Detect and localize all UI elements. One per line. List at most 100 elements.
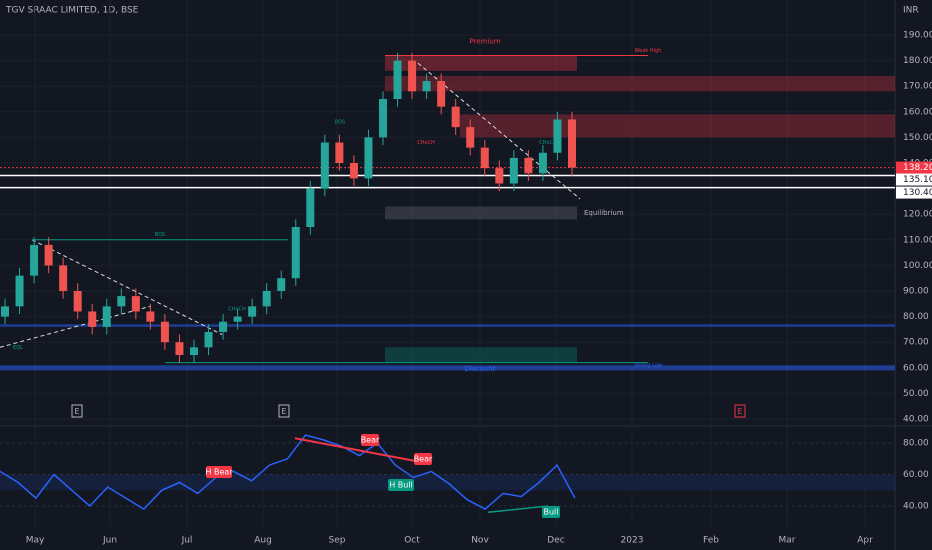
candle-body — [15, 275, 24, 307]
candle-body — [73, 291, 82, 312]
x-tick-label: Nov — [471, 536, 489, 546]
annotation: CHoCH — [539, 140, 557, 146]
candle-body — [204, 331, 213, 348]
trendline — [0, 305, 151, 348]
candle-body — [291, 227, 300, 279]
x-tick-label: Sep — [329, 536, 346, 546]
y-tick-label: 100.00 — [903, 261, 932, 271]
annotation: BOS — [155, 232, 165, 238]
candle-body — [553, 119, 562, 153]
candle-body — [393, 60, 402, 99]
candle-body — [422, 81, 431, 92]
y-tick-label: 40.00 — [903, 415, 929, 425]
y-tick-label: 60.00 — [903, 363, 929, 373]
y-tick-label: 80.00 — [903, 312, 929, 322]
candle-body — [364, 137, 373, 179]
candle-body — [146, 311, 155, 322]
candle-body — [44, 244, 53, 266]
price-tag-label: 138.20 — [903, 163, 932, 173]
candle-body — [320, 142, 329, 189]
candle-body — [160, 321, 169, 343]
zone — [460, 114, 895, 138]
candle-body — [379, 99, 387, 138]
chart-title: TGV SRAAC LIMITED, 1D, BSE — [5, 6, 139, 16]
y-tick-label: 90.00 — [903, 287, 929, 297]
zone — [385, 206, 577, 220]
candle-body — [59, 265, 68, 291]
price-tag — [896, 161, 932, 174]
candle-body — [306, 188, 315, 227]
signal-box — [414, 453, 432, 465]
signal-label: Bear — [361, 436, 380, 445]
annotation: Weak High — [635, 48, 662, 54]
candle-body — [408, 60, 417, 92]
price-tag — [896, 173, 932, 186]
divergence — [294, 437, 421, 463]
currency: INR — [903, 6, 919, 16]
candle-body — [131, 296, 140, 312]
candle-body — [175, 342, 184, 355]
candle-body — [88, 311, 97, 327]
candle-body — [219, 321, 228, 332]
signal-box — [206, 466, 232, 478]
candle-body — [451, 106, 460, 128]
x-tick-label: Mar — [779, 536, 796, 546]
earnings-marker: E — [74, 407, 79, 416]
candle-body — [102, 306, 111, 327]
candle-body — [495, 168, 504, 184]
zone — [385, 75, 895, 92]
x-tick-label: 2023 — [621, 536, 644, 546]
annotation: CHoCH — [417, 140, 435, 146]
y-tick-label: 180.00 — [903, 56, 932, 66]
candle-body — [524, 157, 533, 174]
x-tick-label: Oct — [404, 536, 420, 546]
signal-label: H Bull — [389, 481, 413, 490]
candle-body — [349, 163, 358, 179]
y-tick-label: 190.00 — [903, 31, 932, 41]
annotation: Strong Low — [634, 363, 662, 369]
rsi-line — [0, 434, 576, 511]
candle-body — [190, 347, 198, 355]
candle-body — [30, 244, 39, 276]
candle-body — [335, 142, 344, 163]
x-tick-label: Apr — [857, 536, 873, 546]
annotation: Equilibrium — [584, 209, 624, 217]
divergence — [487, 505, 549, 514]
annotation: Premium — [469, 37, 500, 45]
earnings-box — [278, 404, 290, 418]
candle-body — [568, 119, 576, 168]
y-tick-label: 70.00 — [903, 338, 929, 348]
y-tick-label: 50.00 — [903, 389, 929, 399]
annotation: EQL — [13, 345, 23, 351]
candle-body — [538, 152, 547, 174]
signal-label: H Bear — [205, 468, 233, 477]
earnings-marker: E — [281, 407, 286, 416]
y-tick-label: 150.00 — [903, 133, 932, 143]
signal-box — [388, 479, 414, 491]
candle-body — [480, 147, 489, 169]
zone — [0, 324, 895, 327]
candle-body — [117, 296, 126, 307]
x-tick-label: Dec — [547, 536, 564, 546]
candle-body — [277, 278, 286, 291]
signal-label: Bear — [414, 455, 433, 464]
price-tag — [896, 186, 932, 199]
y-tick-label: 170.00 — [903, 82, 932, 92]
earnings-box — [71, 404, 83, 418]
candle-body — [262, 291, 271, 307]
candle-body — [466, 127, 475, 148]
signal-box — [361, 434, 379, 446]
x-tick-label: Aug — [254, 536, 272, 546]
rsi-tick-label: 60.00 — [903, 470, 929, 480]
earnings-box — [734, 404, 746, 418]
candle-body — [509, 157, 518, 184]
zone — [385, 347, 577, 363]
candle-body — [233, 316, 242, 322]
zone — [0, 365, 895, 371]
candle-body — [248, 306, 257, 317]
zone — [385, 55, 577, 71]
price-tag-label: 135.10 — [903, 175, 932, 185]
y-tick-label: 120.00 — [903, 210, 932, 220]
